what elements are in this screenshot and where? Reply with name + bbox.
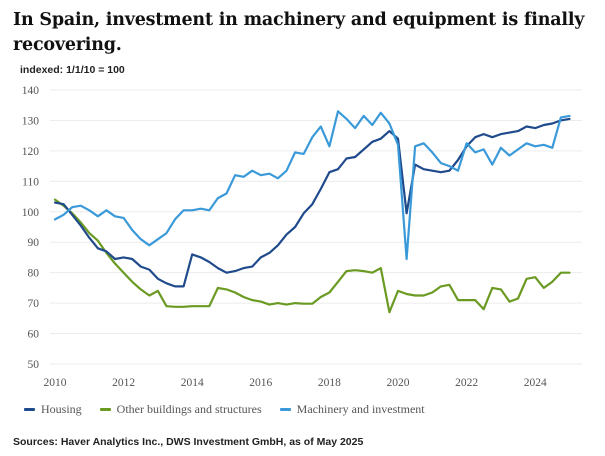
- legend-item-other-buildings[interactable]: Other buildings and structures: [99, 402, 262, 417]
- x-tick-label: 2012: [112, 377, 135, 389]
- x-tick-label: 2024: [524, 377, 547, 389]
- x-tick-label: 2010: [44, 377, 67, 389]
- chart-subtitle: indexed: 1/1/10 = 100: [20, 64, 125, 76]
- chart-title: In Spain, investment in machinery and eq…: [13, 10, 585, 55]
- y-tick-label: 100: [22, 207, 40, 219]
- legend-label-other-buildings: Other buildings and structures: [116, 402, 262, 416]
- x-tick-label: 2022: [455, 377, 478, 389]
- series-line-housing: [53, 117, 571, 288]
- legend-item-housing[interactable]: Housing: [24, 402, 82, 417]
- legend-item-machinery[interactable]: Machinery and investment: [279, 402, 425, 417]
- y-tick-label: 60: [28, 329, 40, 341]
- y-tick-label: 50: [28, 359, 40, 371]
- y-axis-ticks: 50 60 70 80 90 100 110 120 130 140: [22, 85, 40, 371]
- series-line-other-buildings-and-structures: [53, 198, 571, 314]
- y-tick-label: 90: [28, 237, 40, 249]
- x-tick-label: 2020: [387, 377, 410, 389]
- y-tick-label: 130: [22, 115, 40, 127]
- y-tick-label: 140: [22, 85, 40, 97]
- legend-swatch-housing: [24, 408, 35, 411]
- x-tick-label: 2018: [318, 377, 341, 389]
- y-tick-label: 110: [22, 176, 39, 188]
- legend-label-machinery: Machinery and investment: [296, 402, 425, 416]
- legend-label-housing: Housing: [41, 402, 82, 416]
- gridlines: [50, 89, 582, 365]
- series-line-machinery-and-investment: [53, 110, 571, 261]
- x-axis-ticks: 2010 2012 2014 2016 2018 2020 2022 2024: [44, 377, 547, 389]
- x-tick-label: 2014: [181, 377, 204, 389]
- y-tick-label: 70: [28, 298, 40, 310]
- series-lines: [53, 110, 571, 314]
- source-note: Sources: Haver Analytics Inc., DWS Inves…: [13, 436, 364, 448]
- y-tick-label: 120: [22, 146, 40, 158]
- legend: Housing Other buildings and structures M…: [24, 402, 425, 417]
- x-tick-label: 2016: [249, 377, 272, 389]
- y-tick-label: 80: [28, 268, 40, 280]
- legend-swatch-other-buildings: [99, 408, 111, 411]
- legend-swatch-machinery: [279, 408, 291, 411]
